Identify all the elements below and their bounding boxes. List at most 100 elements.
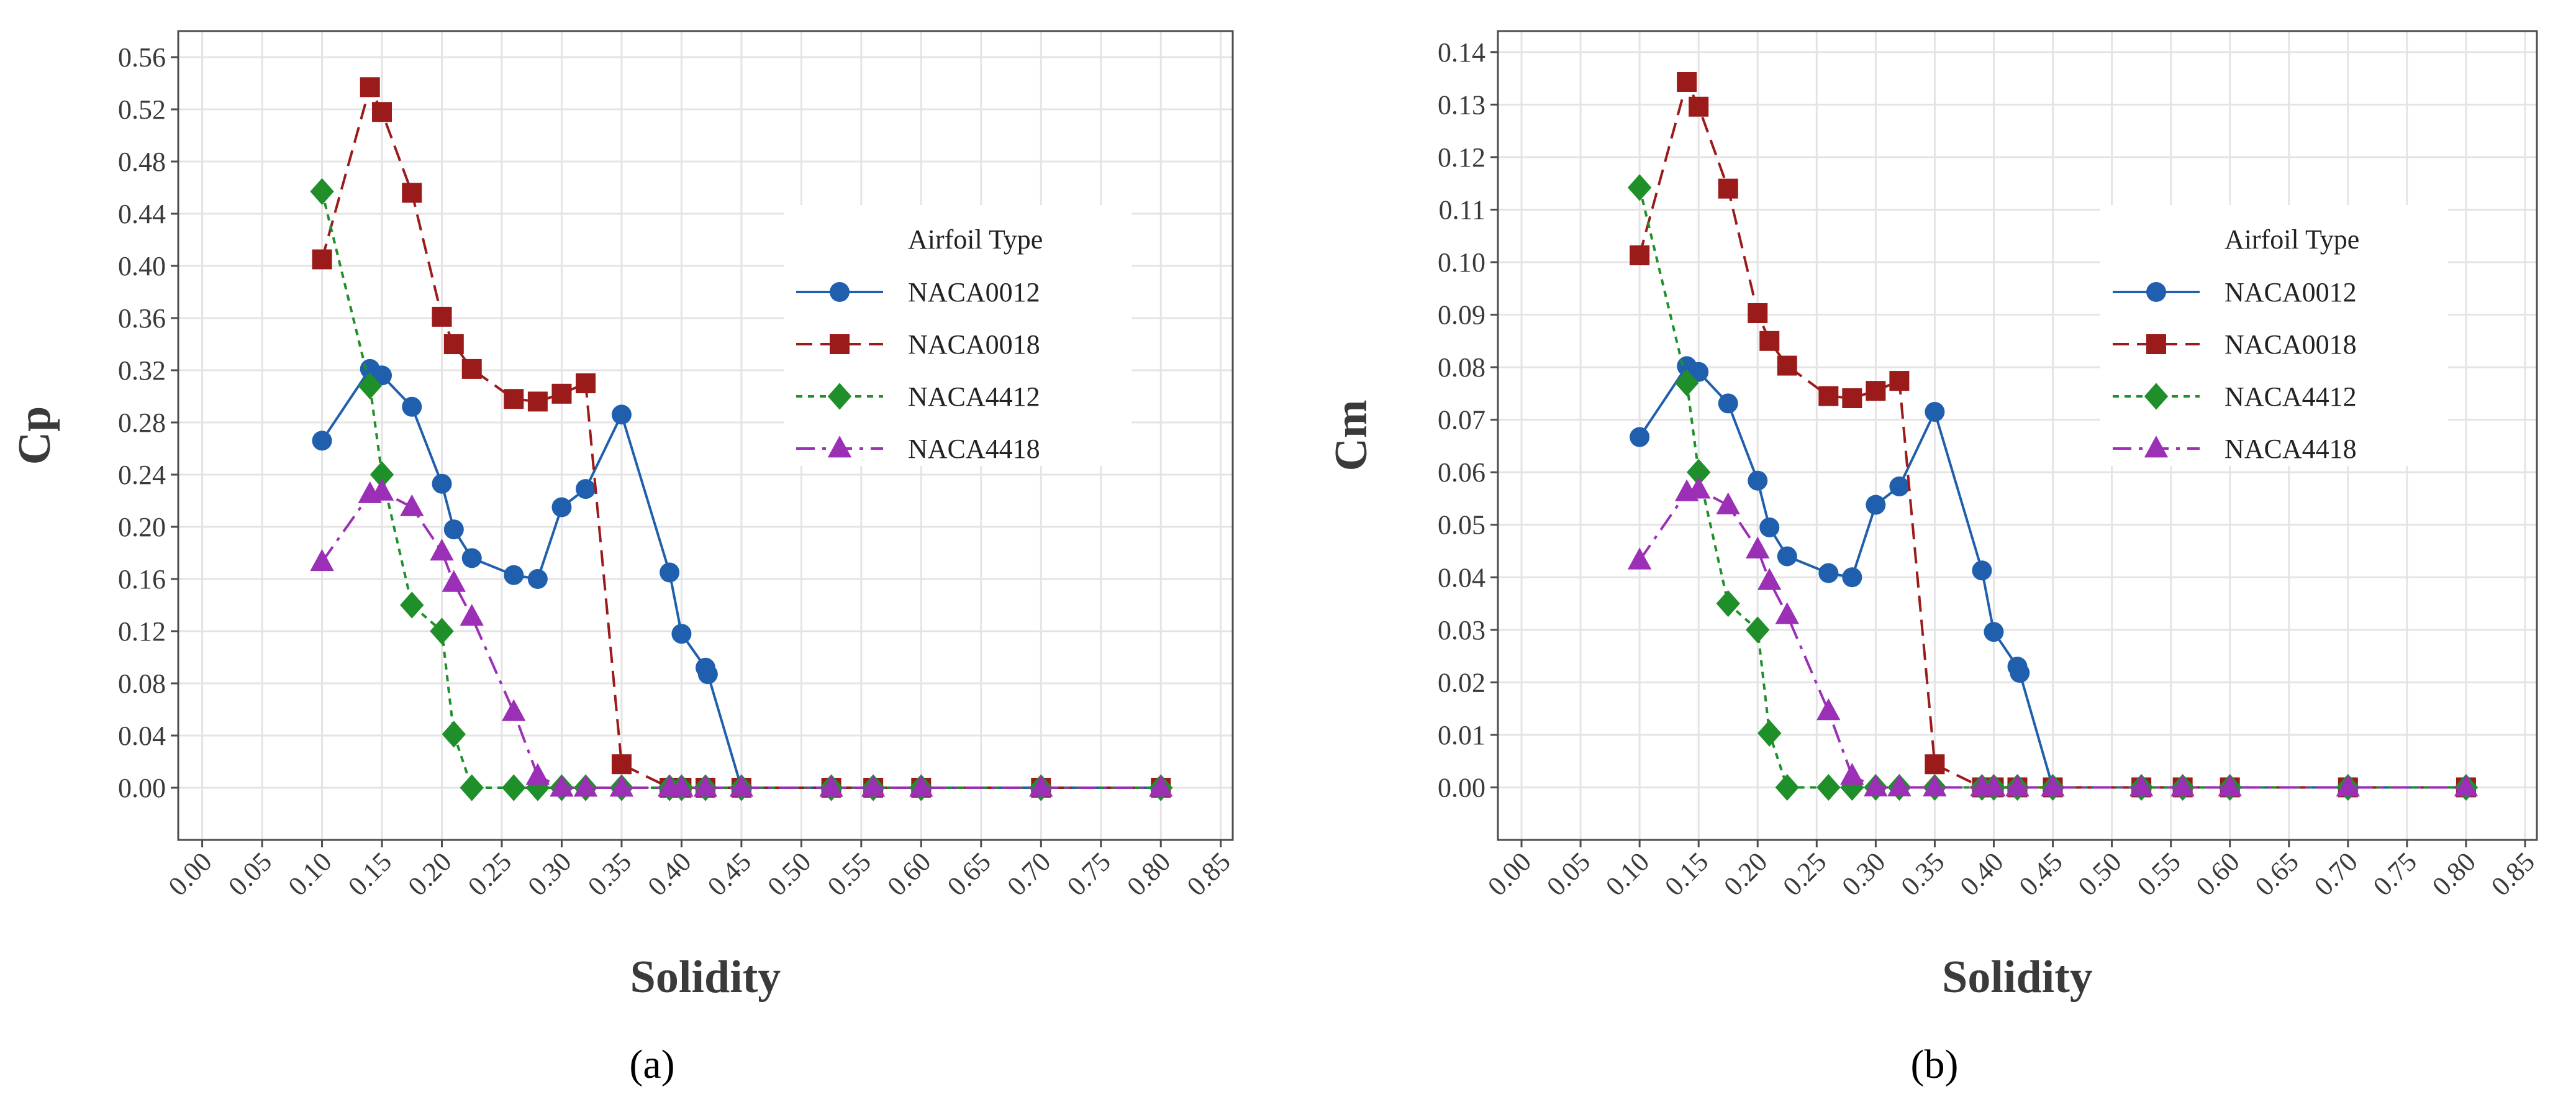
data-point — [1982, 774, 2006, 796]
y-tick-label: 0.04 — [1438, 562, 1485, 593]
data-point — [669, 775, 694, 797]
data-point — [430, 618, 454, 645]
x-tick-label: 0.60 — [881, 846, 937, 901]
data-point — [1748, 470, 1768, 491]
data-point — [504, 389, 524, 409]
x-tick-label: 0.45 — [2013, 846, 2069, 901]
chart-panel-a: 0.00 0.04 0.08 0.12 0.16 0.20 0.24 0.28 0.32 0.36… — [9, 30, 1236, 1003]
data-point — [550, 775, 574, 797]
y-tick-label: 0.03 — [1438, 615, 1485, 645]
data-point — [527, 569, 548, 589]
x-tick-label: 0.55 — [822, 846, 877, 901]
data-point — [611, 404, 632, 425]
data-point — [1718, 178, 1738, 199]
data-point — [502, 774, 526, 801]
data-point — [576, 373, 596, 393]
data-point — [360, 77, 380, 98]
legend-entry-naca0018: NACA0018 — [796, 329, 1040, 360]
data-point — [402, 396, 422, 417]
data-point — [1029, 775, 1053, 797]
data-point — [1972, 560, 1992, 581]
plot-border — [177, 30, 1234, 841]
data-point — [2336, 774, 2361, 796]
data-point — [1677, 72, 1697, 93]
data-point — [460, 604, 484, 626]
data-point — [442, 721, 466, 748]
data-point — [1689, 96, 1709, 117]
x-tick-label: 0.05 — [222, 846, 278, 901]
y-tick-label: 0.12 — [118, 616, 166, 647]
y-tick-label: 0.06 — [1438, 457, 1485, 488]
y-tick-label: 0.28 — [118, 408, 166, 438]
data-point — [551, 383, 572, 404]
x-tick-label: 0.40 — [1954, 846, 2009, 901]
x-tick-label: 0.80 — [2426, 846, 2482, 901]
data-point — [527, 391, 548, 412]
x-tick-label: 0.00 — [163, 846, 218, 901]
data-point — [1816, 698, 1841, 721]
x-tick-label: 0.05 — [1541, 846, 1596, 901]
data-point — [525, 763, 550, 785]
y-tick-label: 0.40 — [118, 251, 166, 281]
y-tick-label: 0.09 — [1438, 300, 1485, 330]
y-tick-label: 0.44 — [118, 199, 166, 229]
y-axis-title: Cp — [9, 406, 60, 465]
data-point — [372, 102, 392, 122]
data-point — [1842, 567, 1862, 588]
data-point — [1866, 381, 1886, 401]
legend-entry-naca4418: NACA4418 — [2113, 434, 2357, 464]
x-tick-label: 0.55 — [2131, 846, 2187, 901]
legend-marker — [2146, 334, 2166, 354]
x-tick-label: 0.80 — [1121, 846, 1176, 901]
data-point — [2005, 774, 2030, 796]
data-point — [1759, 330, 1780, 351]
legend-entry-naca0012: NACA0012 — [2113, 277, 2357, 308]
legend-label: NACA0018 — [2225, 329, 2357, 360]
x-tick-label: 0.10 — [283, 846, 338, 901]
data-point — [443, 519, 464, 540]
x-tick-label: 0.65 — [941, 846, 997, 901]
data-point — [909, 775, 933, 797]
legend-entry-naca4418: NACA4418 — [796, 434, 1040, 464]
data-point — [402, 183, 422, 203]
legend-title: Airfoil Type — [908, 224, 1043, 255]
data-point — [2129, 774, 2154, 796]
data-point — [1864, 774, 1888, 796]
x-axis-title: Solidity — [1942, 952, 2093, 1003]
y-tick-label: 0.04 — [118, 721, 166, 751]
legend-marker — [830, 282, 850, 302]
data-point — [576, 479, 596, 499]
data-point — [442, 570, 466, 592]
y-tick-label: 0.00 — [118, 773, 166, 803]
chart-panel-b: 0.00 0.01 0.02 0.03 0.04 0.05 0.06 0.07 0.08 0.09… — [1326, 30, 2541, 1003]
data-point — [310, 178, 334, 205]
data-point — [358, 372, 382, 399]
legend-marker — [830, 334, 850, 354]
data-point — [1759, 517, 1780, 537]
data-point — [1686, 476, 1711, 499]
data-point — [1627, 174, 1652, 201]
x-tick-label: 0.20 — [1718, 846, 1773, 901]
data-point — [1775, 602, 1799, 624]
data-point — [1866, 495, 1886, 515]
x-tick-label: 0.15 — [1659, 846, 1714, 901]
data-point — [1889, 476, 1910, 497]
data-point — [1630, 427, 1650, 447]
data-point — [1686, 458, 1711, 486]
x-tick-label: 0.25 — [1777, 846, 1832, 901]
x-tick-label: 0.85 — [2485, 846, 2541, 901]
data-point — [1818, 386, 1839, 406]
data-point — [671, 624, 692, 644]
legend-label: NACA0012 — [908, 277, 1040, 308]
x-tick-label: 0.10 — [1600, 846, 1655, 901]
x-tick-label: 0.35 — [582, 846, 637, 901]
y-tick-label: 0.07 — [1438, 405, 1485, 435]
y-axis-title: Cm — [1326, 399, 1377, 471]
data-point — [2454, 774, 2478, 796]
data-point — [551, 497, 572, 517]
legend-label: NACA4412 — [2225, 381, 2357, 412]
x-tick-label: 0.85 — [1181, 846, 1236, 901]
data-point — [1630, 245, 1650, 266]
data-point — [611, 754, 632, 775]
legend-entry-naca0012: NACA0012 — [796, 277, 1040, 308]
